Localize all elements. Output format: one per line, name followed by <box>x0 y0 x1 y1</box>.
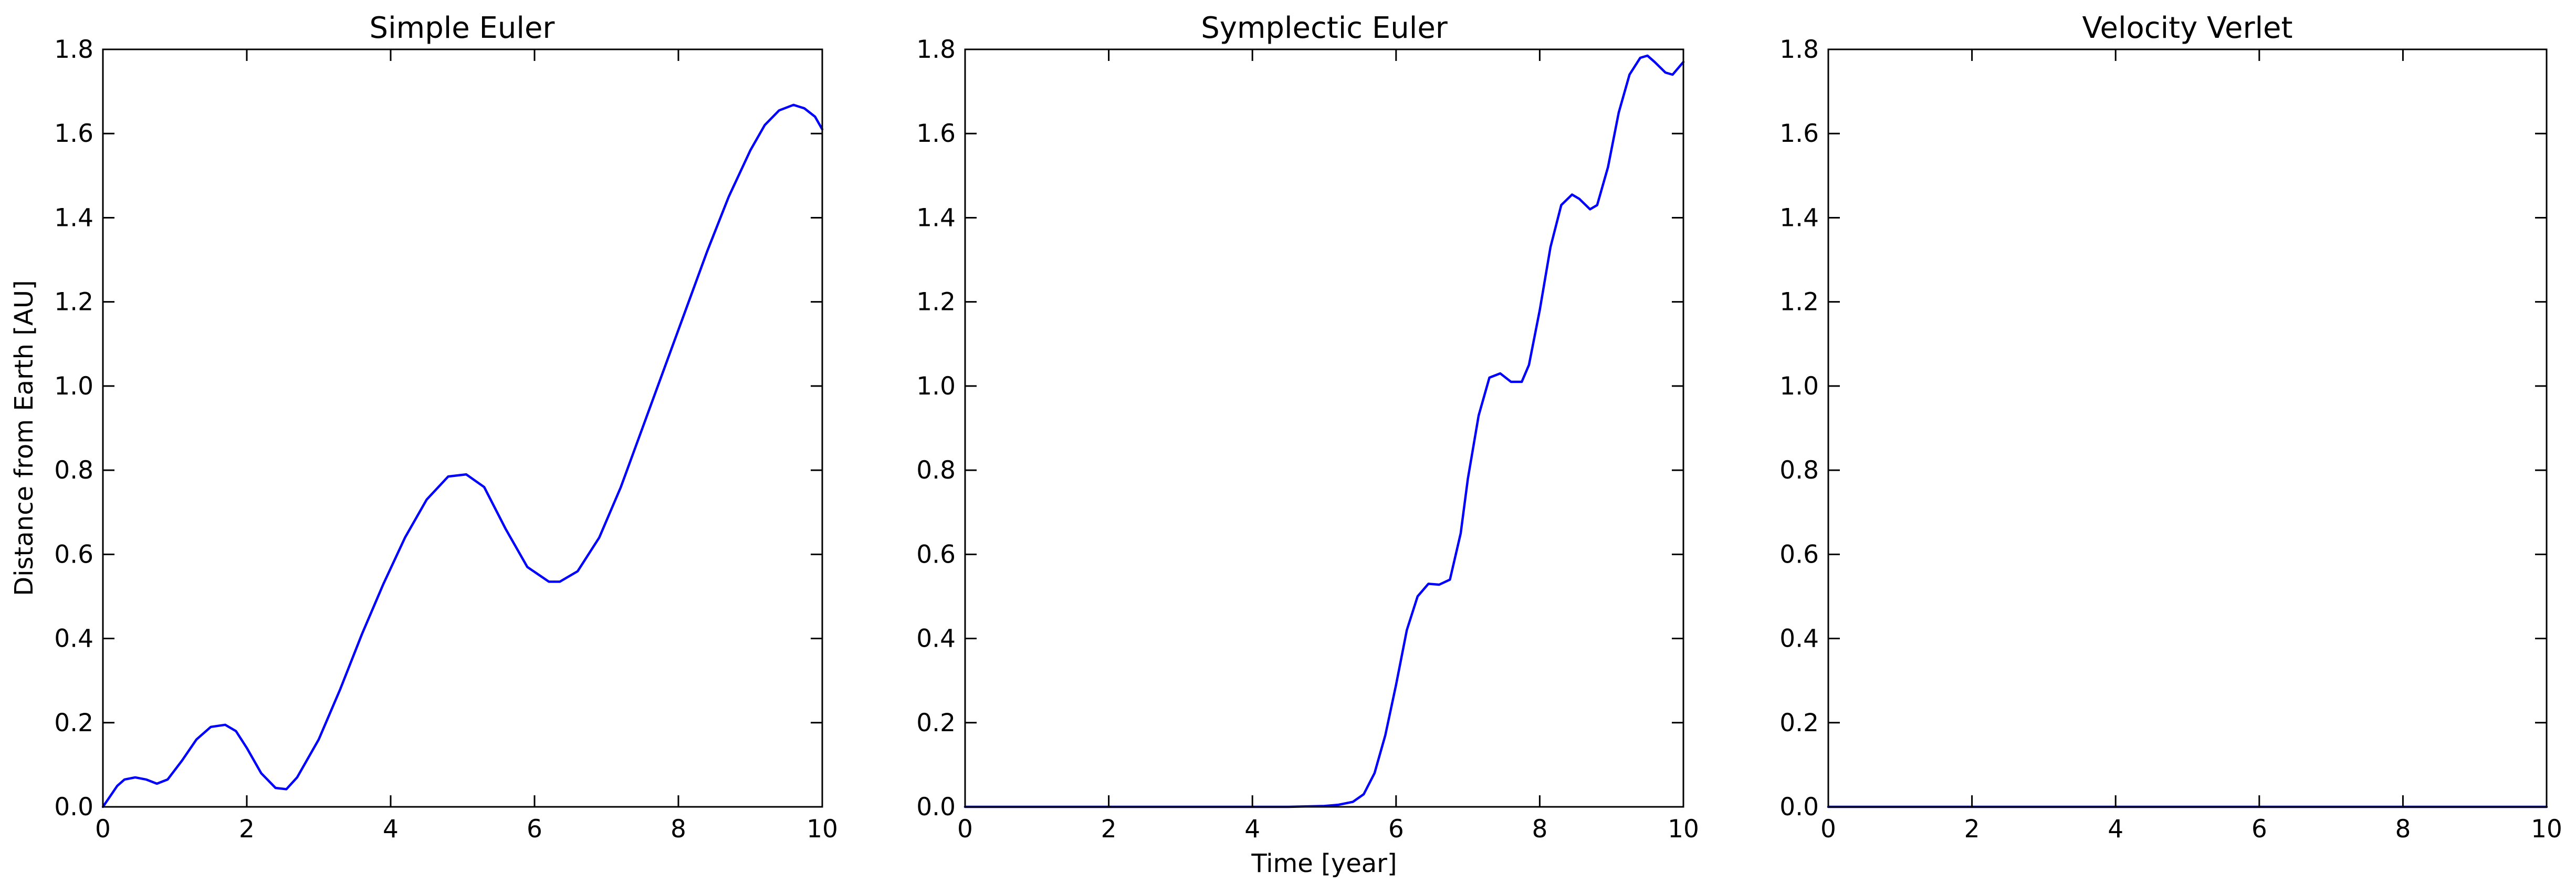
y-tick-label: 0.2 <box>54 709 93 738</box>
y-tick-label: 1.6 <box>916 119 956 148</box>
y-tick-label: 1.4 <box>1779 203 1819 232</box>
y-tick-label: 0.4 <box>54 625 93 653</box>
y-tick-label: 0.8 <box>916 456 956 485</box>
series-line-distance <box>101 103 824 808</box>
y-tick-label: 1.2 <box>54 288 93 317</box>
y-tick-label: 1.6 <box>1779 119 1819 148</box>
y-tick-label: 1.8 <box>54 35 93 64</box>
x-tick-label: 6 <box>1388 815 1404 844</box>
x-tick-label: 2 <box>239 815 255 844</box>
x-tick-label: 8 <box>2395 815 2411 844</box>
panel-title: Symplectic Euler <box>1201 11 1448 45</box>
y-tick-label: 1.2 <box>1779 288 1819 317</box>
y-axis-label: Distance from Earth [AU] <box>9 280 39 596</box>
x-tick-label: 6 <box>2252 815 2267 844</box>
x-tick-label: 2 <box>1101 815 1117 844</box>
axes-frame <box>102 48 823 808</box>
y-tick-label: 1.0 <box>1779 372 1819 401</box>
axes-frame <box>1827 48 2548 808</box>
x-tick-label: 8 <box>671 815 686 844</box>
series-line-distance <box>964 54 1685 808</box>
axes-frame <box>964 48 1684 808</box>
panel-simple-euler: Simple Euler Distance from Earth [AU] 0 2… <box>9 11 838 844</box>
x-tick-label: 10 <box>1668 815 1699 844</box>
x-tick-label: 6 <box>527 815 542 844</box>
x-tick-label: 0 <box>957 815 973 844</box>
y-tick-label: 1.4 <box>54 203 93 232</box>
y-tick-label: 0.4 <box>916 625 956 653</box>
x-tick-label: 4 <box>1244 815 1260 844</box>
y-tick-label: 0.8 <box>1779 456 1819 485</box>
x-tick-label: 10 <box>2531 815 2562 844</box>
x-tick-label: 10 <box>807 815 838 844</box>
x-tick-label: 0 <box>1820 815 1836 844</box>
y-tick-label: 0.6 <box>54 540 93 569</box>
panel-title: Simple Euler <box>370 11 556 45</box>
panel-title: Velocity Verlet <box>2082 11 2293 45</box>
y-tick-label: 1.8 <box>916 35 956 64</box>
panel-velocity-verlet: Velocity Verlet 0 2 4 6 8 10 0.0 0.2 0.4 0.6 0.8 1.… <box>1779 11 2562 844</box>
x-tick-label: 0 <box>95 815 111 844</box>
y-tick-label: 0.0 <box>916 793 956 822</box>
y-tick-label: 0.6 <box>916 540 956 569</box>
x-tick-label: 4 <box>383 815 399 844</box>
y-tick-label: 1.0 <box>916 372 956 401</box>
y-tick-label: 1.8 <box>1779 35 1819 64</box>
y-tick-label: 0.0 <box>1779 793 1819 822</box>
x-tick-label: 8 <box>1532 815 1547 844</box>
x-tick-label: 4 <box>2108 815 2123 844</box>
y-tick-label: 0.4 <box>1779 625 1819 653</box>
y-tick-label: 0.0 <box>54 793 93 822</box>
y-tick-label: 0.2 <box>1779 709 1819 738</box>
y-tick-label: 0.8 <box>54 456 93 485</box>
y-tick-label: 1.6 <box>54 119 93 148</box>
y-tick-label: 1.4 <box>916 203 956 232</box>
x-tick-label: 2 <box>1964 815 1980 844</box>
y-tick-label: 0.2 <box>916 709 956 738</box>
y-tick-label: 1.2 <box>916 288 956 317</box>
y-tick-label: 1.0 <box>54 372 93 401</box>
y-tick-label: 0.6 <box>1779 540 1819 569</box>
x-axis-label: Time [year] <box>1251 849 1397 878</box>
panel-symplectic-euler: Symplectic Euler Time [year] 0 2 4 6 8 10 0.0 0… <box>916 11 1699 878</box>
